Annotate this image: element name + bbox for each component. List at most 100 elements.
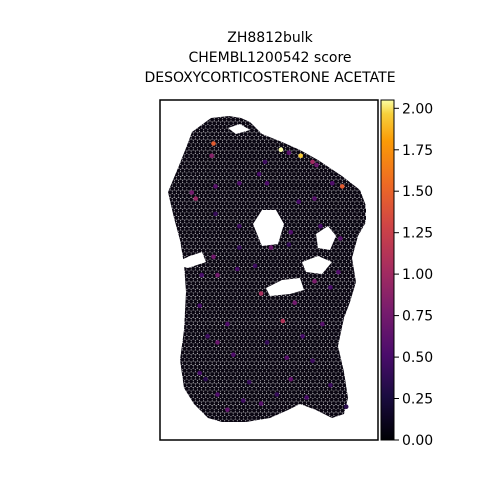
- spot: [296, 230, 301, 235]
- spot: [170, 383, 175, 388]
- spot: [258, 332, 263, 337]
- spot: [296, 354, 301, 359]
- spot: [283, 135, 288, 140]
- spot: [252, 190, 257, 195]
- spot: [354, 332, 360, 337]
- spot: [350, 354, 355, 359]
- spot: [319, 277, 324, 282]
- spot: [277, 183, 282, 188]
- spot: [218, 299, 223, 304]
- spot: [205, 386, 210, 391]
- spot: [216, 317, 221, 322]
- spot: [273, 357, 278, 362]
- spot: [191, 186, 196, 191]
- spot: [262, 332, 267, 337]
- spot: [170, 164, 175, 169]
- spot: [201, 132, 206, 137]
- spot: [296, 116, 301, 119]
- spot: [338, 201, 343, 206]
- spot: [178, 397, 183, 402]
- spot: [220, 390, 225, 395]
- spot: [283, 179, 288, 184]
- spot: [168, 379, 173, 384]
- spot: [333, 244, 339, 249]
- spot: [168, 375, 171, 380]
- spot: [279, 208, 284, 213]
- spot: [306, 335, 311, 340]
- spot: [254, 193, 259, 199]
- spot: [294, 204, 299, 209]
- spot: [210, 124, 215, 129]
- spot: [235, 328, 240, 333]
- spot: [264, 175, 269, 180]
- spot: [298, 241, 303, 246]
- spot: [195, 135, 200, 140]
- spot: [354, 223, 360, 228]
- spot: [296, 121, 301, 126]
- spot: [325, 116, 330, 119]
- spot: [344, 277, 349, 282]
- spot: [317, 150, 322, 155]
- spot: [338, 390, 343, 395]
- spot: [243, 132, 248, 137]
- spot: [312, 237, 318, 242]
- spot: [262, 201, 267, 206]
- spot: [348, 364, 353, 370]
- spot: [308, 324, 313, 330]
- spot: [285, 197, 290, 202]
- spot: [239, 161, 244, 166]
- spot: [264, 364, 269, 370]
- spot: [348, 233, 353, 239]
- spot: [333, 150, 339, 155]
- spot: [237, 230, 242, 235]
- spot: [199, 266, 204, 271]
- spot: [235, 415, 240, 420]
- spot: [235, 197, 240, 202]
- spot: [331, 408, 336, 413]
- spot: [228, 121, 234, 126]
- spot: [168, 346, 171, 351]
- spot: [312, 215, 318, 220]
- spot: [317, 368, 322, 373]
- spot: [306, 233, 311, 239]
- spot: [186, 390, 192, 395]
- spot: [291, 201, 297, 206]
- spot: [363, 339, 366, 344]
- spot: [207, 390, 213, 395]
- spot: [315, 168, 320, 173]
- spot: [216, 172, 221, 177]
- spot: [300, 201, 305, 206]
- spot: [281, 161, 286, 166]
- spot: [275, 346, 280, 351]
- spot: [249, 273, 255, 279]
- spot: [199, 404, 204, 410]
- spot: [270, 193, 276, 199]
- spot: [203, 172, 208, 177]
- spot: [186, 419, 192, 422]
- spot: [302, 306, 307, 311]
- spot: [350, 135, 355, 140]
- spot: [300, 157, 305, 162]
- spot: [239, 284, 244, 289]
- spot: [241, 288, 246, 293]
- spot: [361, 226, 366, 231]
- spot: [220, 419, 225, 422]
- spot: [180, 168, 185, 173]
- spot: [327, 343, 332, 348]
- spot: [300, 208, 305, 213]
- spot: [193, 183, 198, 188]
- spot: [323, 168, 328, 173]
- spot: [323, 386, 328, 391]
- spot: [186, 273, 192, 279]
- spot: [264, 408, 269, 413]
- spot: [350, 390, 355, 395]
- spot: [201, 263, 206, 268]
- spot: [207, 375, 213, 380]
- spot: [193, 124, 198, 129]
- spot: [359, 179, 364, 184]
- spot: [168, 350, 173, 355]
- spot: [331, 175, 336, 180]
- spot: [197, 241, 202, 246]
- spot: [268, 328, 273, 333]
- spot: [359, 128, 364, 133]
